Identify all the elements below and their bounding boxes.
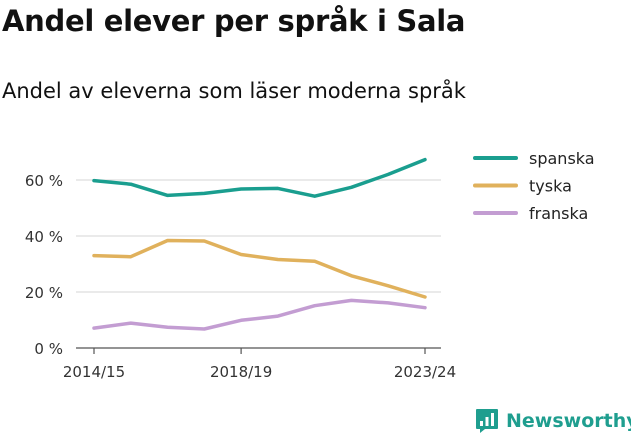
y-tick-label: 0 % (34, 340, 63, 358)
newsworthy-logo-icon (476, 409, 498, 433)
y-tick-label: 40 % (25, 228, 63, 246)
series-line-franska (92, 298, 427, 331)
legend-label-franska: franska (529, 204, 588, 223)
chart-subtitle: Andel av eleverna som läser moderna språ… (2, 79, 466, 103)
x-tick-label: 2014/15 (63, 363, 125, 381)
brand-name: Newsworthy (506, 410, 631, 432)
y-tick-label: 60 % (25, 172, 63, 190)
series-line-spanska (92, 157, 427, 198)
newsworthy-logo: Newsworthy (475, 408, 631, 434)
y-tick-label: 20 % (25, 284, 63, 302)
x-tick-label: 2023/24 (394, 363, 456, 381)
legend-label-tyska: tyska (529, 177, 572, 196)
legend-label-spanska: spanska (529, 149, 595, 168)
series-line-tyska (92, 238, 427, 299)
chart-title: Andel elever per språk i Sala (2, 4, 466, 38)
x-tick-label: 2018/19 (210, 363, 272, 381)
